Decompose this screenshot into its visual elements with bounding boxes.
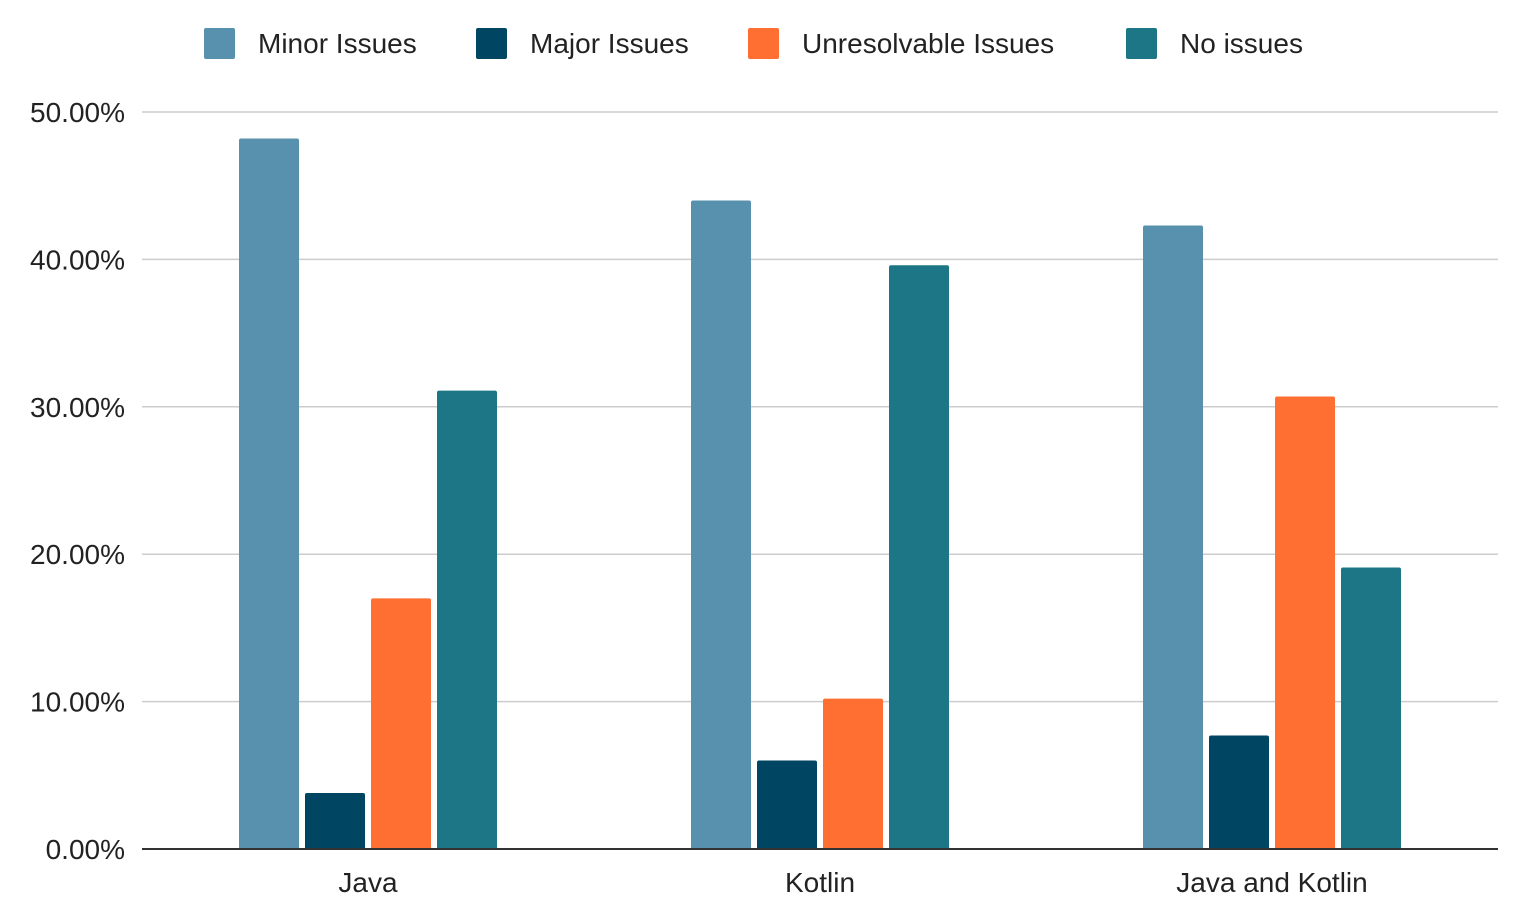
- bar: [1341, 567, 1401, 849]
- y-tick-label: 30.00%: [30, 392, 125, 423]
- bar: [305, 792, 365, 849]
- y-tick-label: 50.00%: [30, 97, 125, 128]
- legend-swatch: [476, 28, 507, 59]
- bar: [1143, 225, 1203, 850]
- bar: [691, 200, 751, 849]
- y-tick-label: 40.00%: [30, 244, 125, 275]
- bar: [757, 760, 817, 849]
- bar: [1209, 735, 1269, 849]
- legend-label: Unresolvable Issues: [802, 28, 1054, 59]
- bar: [889, 265, 949, 849]
- bar: [437, 390, 497, 849]
- x-tick-label: Kotlin: [785, 867, 855, 898]
- bar: [823, 698, 883, 849]
- y-tick-label: 20.00%: [30, 539, 125, 570]
- legend-label: No issues: [1180, 28, 1303, 59]
- bar: [1275, 396, 1335, 849]
- legend-label: Major Issues: [530, 28, 689, 59]
- bar: [239, 138, 299, 850]
- y-tick-label: 0.00%: [46, 834, 125, 865]
- x-tick-label: Java and Kotlin: [1176, 867, 1367, 898]
- legend-swatch: [1126, 28, 1157, 59]
- legend-swatch: [204, 28, 235, 59]
- y-tick-label: 10.00%: [30, 687, 125, 718]
- x-tick-label: Java: [338, 867, 398, 898]
- bar: [371, 598, 431, 849]
- legend-label: Minor Issues: [258, 28, 417, 59]
- legend-swatch: [748, 28, 779, 59]
